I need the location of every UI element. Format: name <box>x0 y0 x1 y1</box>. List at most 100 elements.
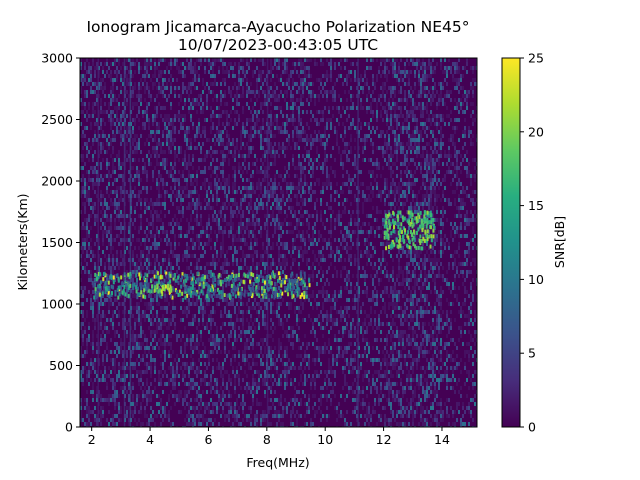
heatmap-cell <box>156 162 158 166</box>
heatmap-cell <box>102 134 104 138</box>
heatmap-cell <box>196 234 198 238</box>
heatmap-cell <box>164 354 166 358</box>
heatmap-cell <box>102 238 104 242</box>
heatmap-cell <box>112 418 114 422</box>
heatmap-cell <box>108 230 110 234</box>
heatmap-cell <box>94 150 96 154</box>
heatmap-cell <box>136 114 138 118</box>
heatmap-cell <box>228 162 230 166</box>
heatmap-cell <box>116 106 118 110</box>
heatmap-cell <box>96 390 98 394</box>
heatmap-cell <box>126 270 128 274</box>
heatmap-cell <box>296 222 298 226</box>
heatmap-cell <box>250 386 252 390</box>
heatmap-cell <box>174 358 176 362</box>
heatmap-cell <box>262 206 264 210</box>
heatmap-cell <box>198 118 200 122</box>
heatmap-cell <box>276 198 278 202</box>
heatmap-cell <box>258 186 260 190</box>
heatmap-cell <box>278 94 280 98</box>
heatmap-cell <box>96 102 98 106</box>
heatmap-cell <box>264 326 266 330</box>
heatmap-cell <box>88 138 90 142</box>
heatmap-cell <box>298 90 300 94</box>
heatmap-cell <box>292 118 294 122</box>
heatmap-cell <box>106 398 108 402</box>
heatmap-cell <box>188 62 190 66</box>
heatmap-cell <box>308 274 310 278</box>
heatmap-cell <box>102 202 104 206</box>
heatmap-cell <box>308 66 310 70</box>
heatmap-cell <box>264 370 266 374</box>
heatmap-cell <box>310 294 312 298</box>
heatmap-cell <box>178 206 180 210</box>
heatmap-cell <box>250 282 252 286</box>
heatmap-cell <box>88 106 90 110</box>
heatmap-cell <box>140 318 142 322</box>
heatmap-cell <box>190 398 192 402</box>
heatmap-cell <box>148 318 150 322</box>
heatmap-cell <box>186 218 188 222</box>
heatmap-cell <box>188 266 190 270</box>
heatmap-cell <box>82 418 84 422</box>
heatmap-cell <box>246 178 248 182</box>
heatmap-cell <box>238 298 240 302</box>
heatmap-cell <box>290 334 292 338</box>
heatmap-cell <box>226 178 228 182</box>
heatmap-cell <box>136 422 138 426</box>
heatmap-cell <box>178 158 180 162</box>
heatmap-cell <box>280 186 282 190</box>
heatmap-cell <box>312 270 314 274</box>
heatmap-cell <box>262 338 264 342</box>
heatmap-cell <box>122 254 124 258</box>
heatmap-cell <box>148 122 150 126</box>
heatmap-cell <box>242 302 244 306</box>
heatmap-cell <box>270 390 272 394</box>
heatmap-cell <box>176 374 178 378</box>
heatmap-cell <box>198 258 200 262</box>
heatmap-cell <box>192 378 194 382</box>
heatmap-cell <box>238 378 240 382</box>
heatmap-cell <box>188 374 190 378</box>
heatmap-cell <box>106 230 108 234</box>
heatmap-cell <box>120 186 122 190</box>
heatmap-cell <box>168 258 170 262</box>
heatmap-cell <box>104 174 106 178</box>
heatmap-cell <box>150 330 152 334</box>
heatmap-cell <box>280 266 282 270</box>
heatmap-cell <box>258 126 260 130</box>
heatmap-cell <box>102 222 104 226</box>
heatmap-cell <box>126 322 128 326</box>
heatmap-cell <box>118 130 120 134</box>
heatmap-cell <box>186 230 188 234</box>
heatmap-cell <box>204 362 206 366</box>
heatmap-cell <box>238 226 240 230</box>
heatmap-cell <box>82 242 84 246</box>
heatmap-cell <box>122 342 124 346</box>
heatmap-cell <box>150 390 152 394</box>
heatmap-cell <box>228 190 230 194</box>
heatmap-cell <box>176 178 178 182</box>
heatmap-cell <box>274 98 276 102</box>
heatmap-cell <box>150 162 152 166</box>
heatmap-cell <box>156 106 158 110</box>
heatmap-cell <box>284 366 286 370</box>
heatmap-cell <box>216 158 218 162</box>
heatmap-cell <box>300 366 302 370</box>
heatmap-cell <box>246 222 248 226</box>
heatmap-cell <box>190 354 192 358</box>
heatmap-cell <box>174 306 176 310</box>
heatmap-cell <box>316 62 318 66</box>
heatmap-cell <box>110 418 112 422</box>
heatmap-cell <box>214 170 216 174</box>
heatmap-cell <box>152 82 154 86</box>
heatmap-cell <box>284 210 286 214</box>
heatmap-cell <box>312 190 314 194</box>
heatmap-cell <box>138 82 140 86</box>
heatmap-cell <box>184 326 186 330</box>
heatmap-cell <box>294 210 296 214</box>
heatmap-cell <box>110 398 112 402</box>
heatmap-cell <box>210 334 212 338</box>
heatmap-cell <box>298 178 300 182</box>
heatmap-cell <box>102 310 104 314</box>
